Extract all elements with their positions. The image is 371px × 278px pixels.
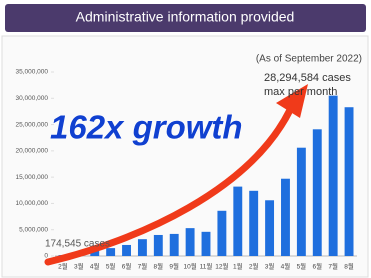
- bar: [202, 232, 211, 256]
- x-tick-label: 5월: [297, 262, 307, 271]
- note: (As of September 2022): [256, 54, 362, 65]
- bar: [122, 245, 131, 256]
- bar: [297, 148, 306, 256]
- bar: [138, 239, 147, 256]
- x-tick-label: 2월: [249, 262, 259, 271]
- x-tick-label: 9월: [169, 262, 179, 271]
- x-tick-label: 5월: [106, 262, 116, 271]
- annotation: 174,545 cases: [45, 239, 110, 250]
- bar: [313, 129, 322, 256]
- bar: [265, 200, 274, 256]
- x-tick-label: 1월: [233, 262, 243, 271]
- x-tick-label: 7월: [138, 262, 148, 271]
- chart: Administrative information provided (As …: [0, 0, 371, 278]
- bar: [186, 228, 195, 256]
- y-tick-label: 20,000,000: [15, 148, 48, 155]
- bar: [217, 211, 226, 256]
- headline: 162x growth: [50, 109, 243, 146]
- x-tick-label: 4월: [281, 262, 291, 271]
- x-tick-label: 3월: [265, 262, 275, 271]
- bar: [170, 234, 179, 256]
- y-tick-label: 10,000,000: [15, 200, 48, 207]
- x-tick-label: 6월: [122, 262, 132, 271]
- x-tick-label: 7월: [328, 262, 338, 271]
- x-tick-label: 6월: [312, 262, 322, 271]
- y-tick-label: 25,000,000: [15, 121, 48, 128]
- bar: [249, 191, 258, 256]
- y-tick-label: 35,000,000: [15, 69, 48, 76]
- bar: [154, 235, 163, 256]
- x-tick-label: 2월: [58, 262, 68, 271]
- x-tick-label: 3월: [74, 262, 84, 271]
- annotation: 28,294,584 cases: [264, 72, 351, 84]
- x-tick-label: 8월: [154, 262, 164, 271]
- header-title: Administrative information provided: [76, 9, 295, 25]
- bar: [281, 179, 290, 256]
- y-tick-label: 5,000,000: [19, 226, 48, 233]
- x-tick-label: 11월: [200, 262, 213, 271]
- x-tick-label: 4월: [90, 262, 100, 271]
- x-tick-label: 10월: [183, 262, 196, 271]
- x-tick-label: 12월: [215, 262, 228, 271]
- bar: [233, 187, 242, 256]
- annotation: max per month: [264, 86, 337, 98]
- y-tick-label: 30,000,000: [15, 95, 48, 102]
- bar: [329, 96, 338, 256]
- y-tick-label: 15,000,000: [15, 174, 48, 181]
- x-tick-label: 8월: [344, 262, 354, 271]
- bar: [345, 107, 354, 256]
